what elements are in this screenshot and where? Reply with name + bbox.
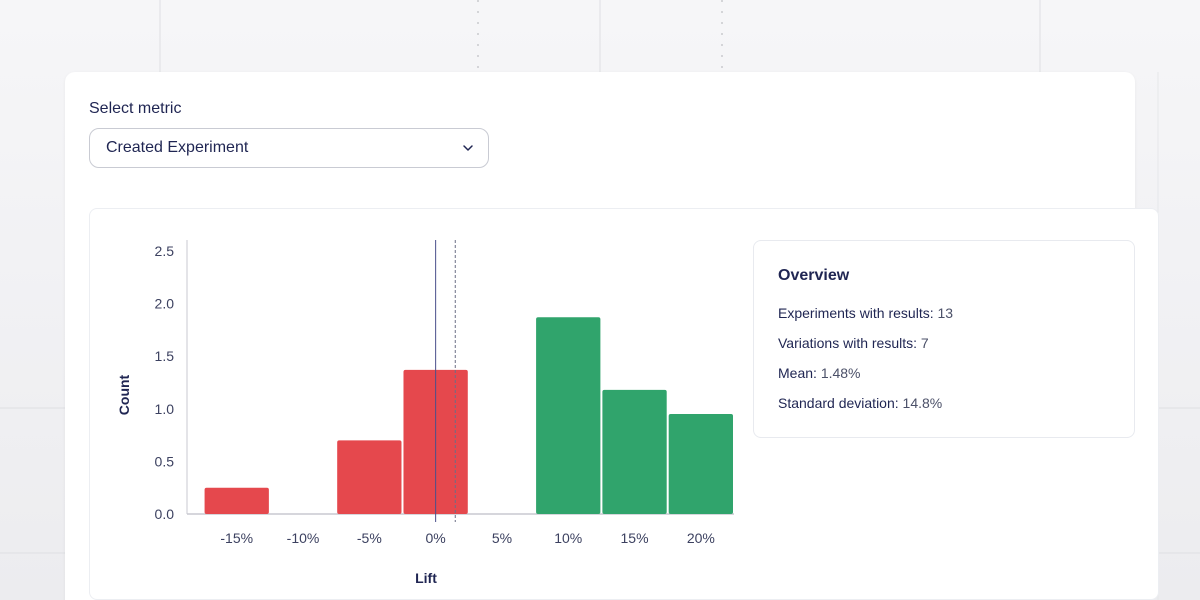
overview-value: 13: [937, 305, 954, 321]
chevron-down-icon: [463, 145, 473, 151]
y-axis-title: Count: [116, 374, 132, 415]
x-tick-label: -5%: [357, 530, 382, 546]
y-tick-label: 0.0: [155, 506, 175, 522]
histogram-bar: [668, 414, 733, 514]
select-metric-label: Select metric: [89, 100, 182, 117]
y-tick-label: 2.0: [155, 296, 175, 312]
x-tick-label: 0%: [426, 530, 446, 546]
overview-value: 1.48%: [820, 365, 861, 381]
histogram-bar: [602, 389, 667, 514]
overview-row-experiments: Experiments with results: 13: [778, 305, 1110, 321]
y-tick-label: 1.0: [155, 401, 175, 417]
overview-title: Overview: [778, 267, 850, 284]
x-tick-label: 20%: [687, 530, 715, 546]
overview-label: Mean:: [778, 365, 817, 381]
overview-value: 14.8%: [902, 395, 943, 411]
x-tick-label: -10%: [287, 530, 320, 546]
histogram-bar: [204, 487, 269, 514]
overview-value: 7: [920, 335, 929, 351]
overview-row-stddev: Standard deviation: 14.8%: [778, 395, 1110, 411]
x-tick-label: 5%: [492, 530, 512, 546]
histogram-bar: [536, 317, 601, 514]
overview-label: Standard deviation:: [778, 395, 899, 411]
y-tick-label: 1.5: [155, 348, 175, 364]
overview-label: Variations with results:: [778, 335, 918, 351]
metric-select-value: Created Experiment: [106, 139, 249, 156]
metric-select[interactable]: Created Experiment: [89, 128, 489, 168]
overview-panel: Overview Experiments with results: 13 Va…: [753, 240, 1135, 438]
overview-row-variations: Variations with results: 7: [778, 335, 1110, 351]
y-tick-label: 2.5: [155, 243, 175, 259]
x-axis-title: Lift: [415, 570, 437, 586]
x-tick-label: -15%: [220, 530, 253, 546]
y-tick-label: 0.5: [155, 453, 175, 469]
x-tick-label: 10%: [554, 530, 582, 546]
overview-label: Experiments with results:: [778, 305, 934, 321]
overview-row-mean: Mean: 1.48%: [778, 365, 1110, 381]
histogram-bar: [337, 440, 402, 514]
x-tick-label: 15%: [621, 530, 649, 546]
